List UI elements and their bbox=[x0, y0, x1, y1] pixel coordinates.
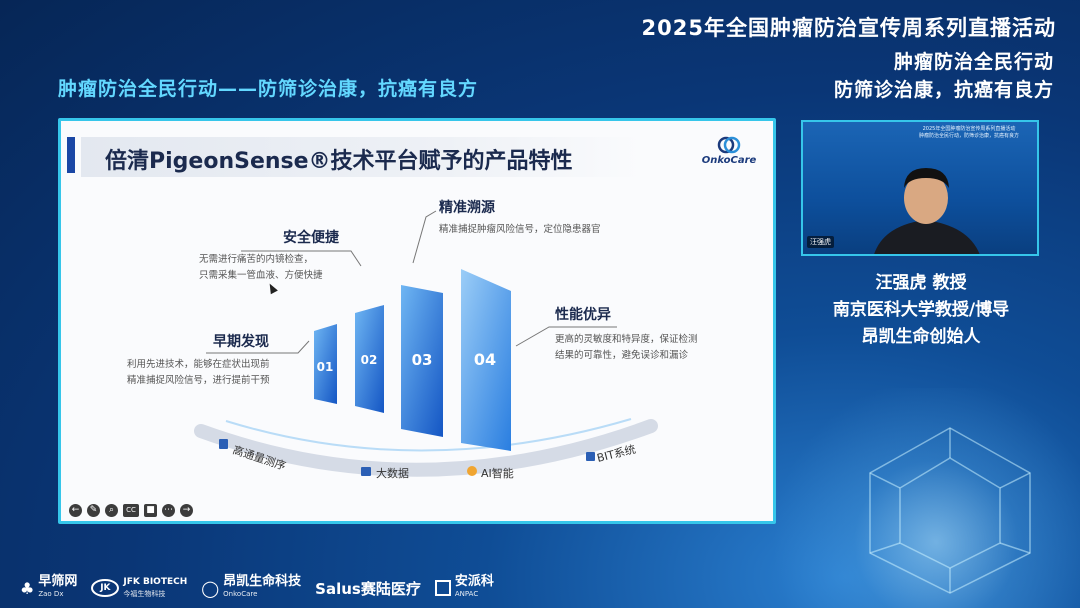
panel-01-label: 01 bbox=[317, 360, 334, 374]
zoom-icon[interactable]: ⌕ bbox=[105, 504, 118, 517]
speaker-title2: 昂凯生命创始人 bbox=[861, 327, 981, 347]
feature-title-early: 早期发现 bbox=[213, 334, 269, 350]
event-subtitle-line2: 防筛诊治康，抗癌有良方 bbox=[833, 79, 1054, 101]
zaodx-icon: ♣ bbox=[20, 578, 35, 598]
feature-desc-performance-line2: 结果的可靠性，避免误诊和漏诊 bbox=[555, 350, 689, 361]
speaker-title1: 南京医科大学教授/博导 bbox=[832, 300, 1010, 320]
sponsor-zaodx-sub: Zao Dx bbox=[38, 590, 64, 598]
video-name-tag: 汪强虎 bbox=[807, 236, 834, 248]
feature-desc-performance: 更高的灵敏度和特异度，保证检测 结果的可靠性，避免误诊和漏诊 bbox=[555, 332, 698, 364]
video-banner: 2025年全国肿瘤防治宣传周系列直播活动 肿瘤防治全民行动，防筛诊治康，抗癌有良… bbox=[899, 126, 1037, 140]
speaker-video: 2025年全国肿瘤防治宣传周系列直播活动 肿瘤防治全民行动，防筛诊治康，抗癌有良… bbox=[801, 120, 1039, 256]
feature-diagram: 01 02 03 04 高通量测序 大数据 AI智能 BIT系统 bbox=[194, 210, 658, 480]
anpac-icon bbox=[434, 580, 451, 596]
feature-desc-early-line1: 利用先进技术，能够在症状出现前 bbox=[127, 359, 270, 370]
cc-icon[interactable]: CC bbox=[123, 504, 139, 517]
sponsor-jfk-name: JFK BIOTECH bbox=[123, 577, 188, 587]
forward-icon[interactable]: → bbox=[180, 504, 193, 517]
sponsor-salus: Salus赛陆医疗 bbox=[315, 578, 421, 599]
base-arc-inner bbox=[225, 418, 632, 452]
slogan: 肿瘤防治全民行动——防筛诊治康，抗癌有良方 bbox=[58, 78, 479, 100]
presentation-toolbar: ← ✎ ⌕ CC ■ ⋯ → bbox=[69, 504, 193, 517]
more-icon[interactable]: ⋯ bbox=[162, 504, 175, 517]
camera-icon[interactable]: ■ bbox=[144, 504, 157, 517]
presentation-slide: 倍清PigeonSense®技术平台赋予的产品特性 OnkoCare 01 02… bbox=[58, 118, 776, 524]
feature-title-trace: 精准溯源 bbox=[439, 200, 495, 216]
feature-desc-safe: 无需进行痛苦的内镜检查， 只需采集一管血液、方便快捷 bbox=[199, 252, 323, 284]
jfk-icon: JK bbox=[91, 579, 120, 597]
base-icon-ai bbox=[467, 466, 477, 476]
slide-title-accent bbox=[67, 137, 75, 173]
sponsor-onkocare: ◯ 昂凯生命科技 OnkoCare bbox=[201, 574, 302, 600]
video-banner-line1: 2025年全国肿瘤防治宣传周系列直播活动 bbox=[922, 126, 1016, 132]
sponsor-anpac: 安派科 ANPAC bbox=[434, 574, 494, 600]
speaker-info: 汪强虎 教授 南京医科大学教授/博导 昂凯生命创始人 bbox=[802, 270, 1040, 351]
feature-title-safe: 安全便捷 bbox=[283, 230, 339, 246]
panel-04 bbox=[461, 269, 511, 451]
slide-title-background bbox=[81, 137, 641, 177]
onkocare-small-icon: ◯ bbox=[201, 578, 220, 598]
sponsor-zaodx: ♣ 早筛网 Zao Dx bbox=[20, 574, 78, 600]
panel-01 bbox=[314, 324, 337, 404]
event-subtitle-line1: 肿瘤防治全民行动 bbox=[893, 51, 1054, 73]
sponsor-anpac-sub: ANPAC bbox=[454, 590, 479, 598]
sponsor-zaodx-name: 早筛网 bbox=[38, 574, 78, 589]
feature-desc-performance-line1: 更高的灵敏度和特异度，保证检测 bbox=[555, 334, 698, 345]
sponsor-logos: ♣ 早筛网 Zao Dx JK JFK BIOTECH 今福生物科技 ◯ 昂凯生… bbox=[20, 574, 494, 600]
base-arc bbox=[194, 419, 658, 477]
sponsor-salus-name: Salus赛陆医疗 bbox=[315, 579, 421, 598]
video-banner-line2: 肿瘤防治全民行动，防筛诊治康，抗癌有良方 bbox=[918, 133, 1019, 139]
pen-icon[interactable]: ✎ bbox=[87, 504, 100, 517]
panel-02-label: 02 bbox=[361, 353, 378, 367]
connector-04 bbox=[515, 326, 617, 347]
base-icon-sequencing bbox=[219, 439, 228, 449]
feature-title-performance: 性能优异 bbox=[555, 307, 611, 323]
feature-desc-safe-line1: 无需进行痛苦的内镜检查， bbox=[199, 254, 314, 265]
sponsor-anpac-name: 安派科 bbox=[454, 574, 494, 589]
connector-01 bbox=[206, 340, 310, 354]
event-title: 2025年全国肿瘤防治宣传周系列直播活动 bbox=[641, 16, 1056, 40]
connector-02 bbox=[241, 250, 362, 267]
sponsor-jfk-sub: 今福生物科技 bbox=[123, 590, 166, 598]
feature-desc-early-line2: 精准捕捉风险信号，进行提前干预 bbox=[127, 375, 270, 386]
onkocare-logo-text: OnkoCare bbox=[701, 155, 757, 166]
panel-02 bbox=[355, 305, 384, 413]
speaker-figure bbox=[874, 168, 980, 254]
background-glow bbox=[760, 388, 1080, 608]
sponsor-onkocare-name: 昂凯生命科技 bbox=[223, 574, 302, 589]
base-label-ai: AI智能 bbox=[481, 466, 514, 480]
onkocare-logo: OnkoCare bbox=[699, 135, 759, 166]
base-icon-bit bbox=[586, 452, 595, 461]
base-label-bigdata: 大数据 bbox=[376, 466, 409, 480]
feature-desc-safe-line2: 只需采集一管血液、方便快捷 bbox=[199, 270, 323, 281]
back-icon[interactable]: ← bbox=[69, 504, 82, 517]
base-icon-bigdata bbox=[361, 467, 371, 476]
speaker-name: 汪强虎 教授 bbox=[875, 273, 967, 293]
sponsor-onkocare-sub: OnkoCare bbox=[223, 590, 258, 598]
feature-desc-early: 利用先进技术，能够在症状出现前 精准捕捉风险信号，进行提前干预 bbox=[127, 357, 270, 389]
sponsor-jfk: JK JFK BIOTECH 今福生物科技 bbox=[91, 576, 187, 600]
panel-03 bbox=[401, 285, 443, 437]
panel-03-label: 03 bbox=[412, 351, 433, 369]
feature-desc-trace: 精准捕捉肿瘤风险信号，定位隐患器官 bbox=[439, 224, 601, 235]
panel-04-label: 04 bbox=[474, 350, 496, 369]
crystal-decoration bbox=[869, 427, 1031, 594]
connector-03 bbox=[412, 210, 437, 264]
slide-title: 倍清PigeonSense®技术平台赋予的产品特性 bbox=[105, 149, 573, 174]
event-subtitle: 肿瘤防治全民行动 防筛诊治康，抗癌有良方 bbox=[834, 48, 1054, 104]
onkocare-icon bbox=[717, 136, 741, 154]
